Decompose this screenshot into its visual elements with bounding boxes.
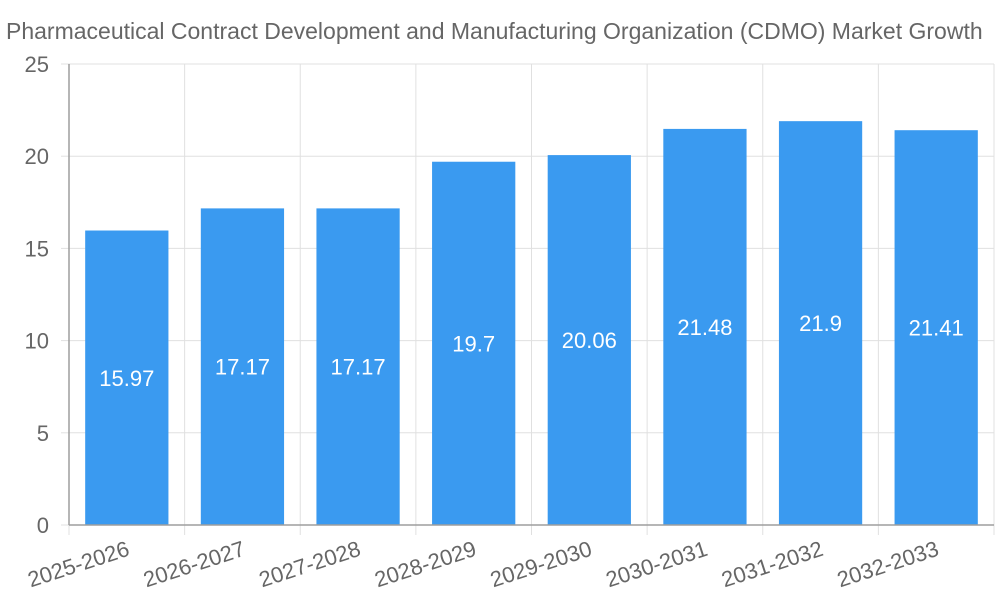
data-label: 20.06 <box>562 328 617 353</box>
bar-2029-2030 <box>547 155 631 525</box>
y-tick-label: 20 <box>25 144 49 169</box>
y-tick-label: 25 <box>25 52 49 77</box>
bar-2030-2031 <box>663 128 747 525</box>
chart-title: Pharmaceutical Contract Development and … <box>6 18 983 44</box>
x-tick-label: 2026-2027 <box>140 536 248 592</box>
x-tick-label: 2031-2032 <box>718 536 826 592</box>
data-label: 21.41 <box>909 316 964 341</box>
data-label: 19.7 <box>452 331 495 356</box>
data-label: 21.9 <box>799 311 842 336</box>
bar-2026-2027 <box>200 208 285 525</box>
x-tick-label: 2028-2029 <box>371 536 479 592</box>
data-label: 17.17 <box>215 355 270 380</box>
bar-layer <box>85 121 978 526</box>
bar-2027-2028 <box>316 208 400 525</box>
data-label: 17.17 <box>331 355 386 380</box>
y-tick-label: 10 <box>25 329 49 354</box>
bar-2028-2029 <box>432 161 516 525</box>
x-tick-label: 2027-2028 <box>256 536 364 592</box>
y-tick-label: 15 <box>25 236 49 261</box>
bar-2031-2032 <box>778 121 863 525</box>
data-label: 15.97 <box>99 366 154 391</box>
bar-2025-2026 <box>85 230 169 526</box>
x-tick-label: 2030-2031 <box>603 536 711 592</box>
data-label: 21.48 <box>677 315 732 340</box>
x-tick-label: 2029-2030 <box>487 536 595 592</box>
bar-2032-2033 <box>894 130 978 526</box>
axis-layer <box>68 64 994 526</box>
y-tick-label: 0 <box>37 513 49 538</box>
x-tick-label: 2025-2026 <box>25 536 133 592</box>
x-tick-label: 2032-2033 <box>834 536 942 592</box>
y-tick-label: 5 <box>37 421 49 446</box>
